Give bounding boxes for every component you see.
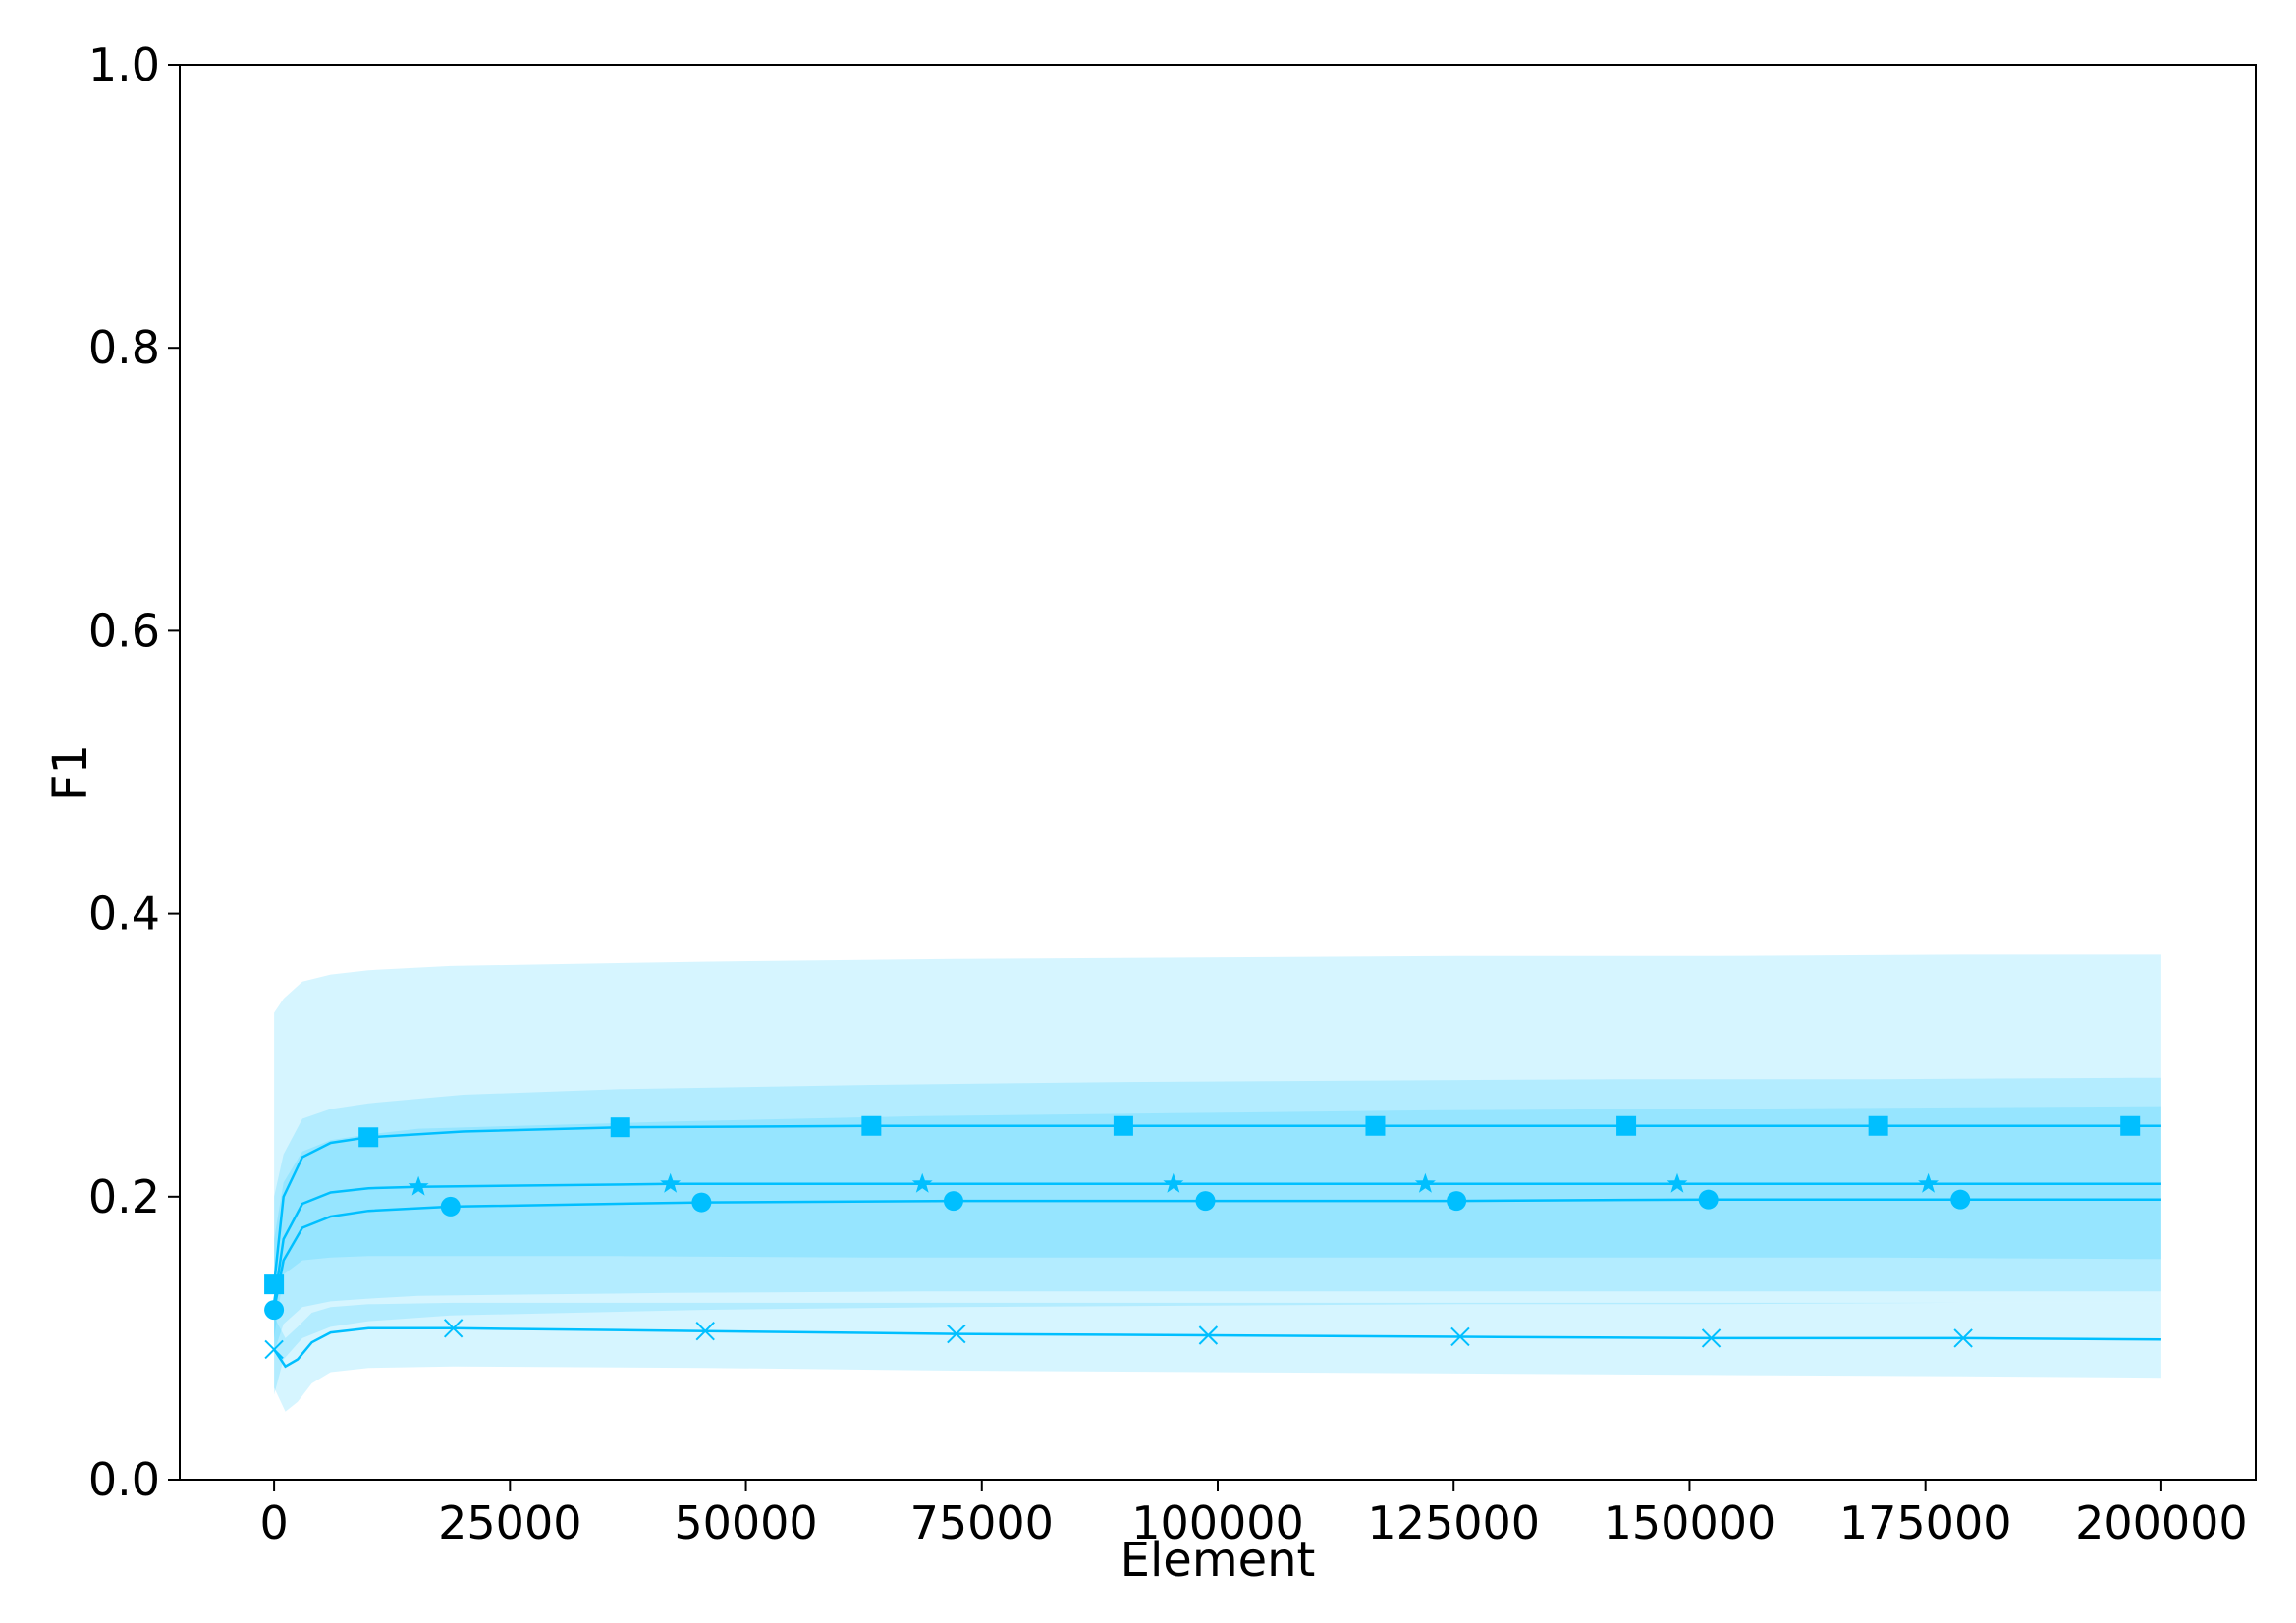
marker-circle — [1195, 1191, 1216, 1212]
x-tick-label: 175000 — [1839, 1496, 2012, 1549]
x-tick-label: 0 — [259, 1496, 288, 1549]
x-axis-label: Element — [1121, 1533, 1316, 1588]
marker-square — [1868, 1115, 1888, 1136]
x-tick-label: 125000 — [1367, 1496, 1540, 1549]
marker-square — [1365, 1115, 1386, 1136]
marker-star — [1414, 1172, 1436, 1193]
marker-square — [1616, 1115, 1637, 1136]
marker-star — [660, 1172, 682, 1193]
marker-x — [443, 1319, 464, 1338]
y-tick-label: 0.8 — [88, 321, 160, 374]
x-tick-label: 200000 — [2075, 1496, 2248, 1549]
marker-x — [1198, 1325, 1219, 1345]
y-tick-label: 0.0 — [88, 1453, 160, 1506]
marker-circle — [1447, 1191, 1467, 1212]
y-tick-label: 0.4 — [88, 888, 160, 941]
x-tick-label: 100000 — [1131, 1496, 1304, 1549]
marker-square — [610, 1117, 630, 1138]
y-tick-label: 0.6 — [88, 604, 160, 657]
marker-star — [1667, 1172, 1688, 1193]
band-x — [274, 1302, 2161, 1412]
marker-star — [408, 1175, 429, 1196]
marker-circle — [943, 1191, 963, 1212]
marker-circle — [440, 1196, 461, 1217]
marker-x — [947, 1324, 966, 1344]
x-tick-label: 150000 — [1604, 1496, 1777, 1549]
marker-star — [911, 1172, 933, 1193]
marker-star — [1163, 1172, 1184, 1193]
marker-circle — [1698, 1189, 1719, 1210]
marker-circle — [691, 1192, 712, 1213]
marker-x — [1701, 1328, 1722, 1348]
marker-square — [264, 1274, 285, 1295]
y-axis-label: F1 — [43, 744, 98, 801]
y-axis-ticks: 0.0 0.2 0.4 0.6 0.8 1.0 — [88, 38, 180, 1506]
marker-square — [1113, 1115, 1133, 1136]
band-circle — [274, 954, 2161, 1395]
y-tick-label: 0.2 — [88, 1170, 160, 1223]
confidence-bands — [274, 954, 2161, 1412]
marker-square — [2120, 1115, 2141, 1136]
band-star — [274, 1106, 2161, 1353]
marker-circle — [1950, 1189, 1971, 1210]
marker-star — [1918, 1172, 1939, 1193]
marker-x — [695, 1321, 715, 1341]
marker-circle — [264, 1300, 285, 1321]
x-tick-label: 25000 — [438, 1496, 581, 1549]
band-square — [274, 1077, 2161, 1338]
x-tick-label: 50000 — [674, 1496, 817, 1549]
marker-square — [861, 1115, 882, 1136]
x-tick-label: 75000 — [910, 1496, 1054, 1549]
line-square — [272, 1124, 2161, 1285]
marker-x — [264, 1339, 284, 1360]
marker-x — [1450, 1326, 1470, 1347]
marker-x — [1953, 1328, 1973, 1348]
marker-square — [358, 1127, 379, 1148]
line-x — [273, 1326, 2161, 1369]
series-markers — [264, 1115, 2141, 1360]
y-tick-label: 1.0 — [88, 38, 160, 91]
x-axis-ticks: 0 25000 50000 75000 100000 125000 150000 175000… — [259, 1480, 2248, 1549]
